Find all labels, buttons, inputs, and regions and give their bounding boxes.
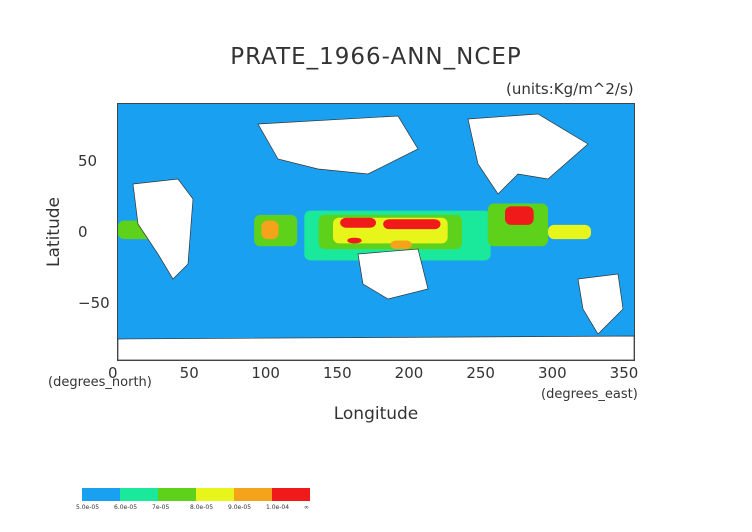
land-mass: [132, 178, 194, 280]
precip-region: [383, 219, 441, 230]
colorbar-swatch: [158, 488, 196, 501]
x-unit-label: (degrees_east): [541, 387, 638, 402]
colorbar-label: 8.0e-05: [190, 504, 214, 511]
x-tick-label: 0: [108, 364, 118, 382]
colorbar-swatch: [82, 488, 120, 501]
x-tick-label: 150: [323, 364, 352, 382]
colorbar-label: 5.0e-05: [76, 504, 100, 511]
colorbar-swatch: [196, 488, 234, 501]
land-mass: [577, 273, 624, 335]
precip-region: [505, 206, 534, 225]
chart-title: PRATE_1966-ANN_NCEP: [230, 44, 522, 70]
y-tick-label: −50: [78, 294, 110, 313]
map-svg: [118, 104, 634, 360]
x-tick-label: 100: [251, 364, 280, 382]
y-axis-label: Latitude: [44, 197, 64, 267]
colorbar: [82, 488, 310, 501]
x-axis-label: Longitude: [333, 404, 419, 424]
colorbar-label: ∞: [304, 504, 309, 511]
y-tick-label: 0: [78, 223, 88, 241]
precipitation-map: [117, 103, 635, 361]
colorbar-swatch: [272, 488, 310, 501]
colorbar-label: 6.0e-05: [114, 504, 138, 511]
units-label: (units:Kg/m^2/s): [506, 80, 634, 98]
precip-region: [261, 220, 279, 240]
colorbar-label: 1.0e-04: [266, 504, 290, 511]
x-tick-label: 300: [538, 364, 567, 382]
x-tick-label: 200: [394, 364, 424, 382]
precip-region: [347, 237, 362, 244]
colorbar-label: 7e-05: [152, 504, 170, 511]
colorbar-label: 9.0e-05: [228, 504, 252, 511]
precip-region: [390, 240, 412, 250]
precip-region: [340, 217, 376, 228]
y-unit-label: (degrees_north): [48, 375, 152, 390]
y-tick-label: 50: [78, 151, 98, 170]
x-tick-label: 350: [609, 364, 639, 382]
x-tick-label: 50: [179, 364, 199, 382]
colorbar-swatch: [120, 488, 158, 501]
land-mass: [467, 113, 589, 195]
precip-region: [548, 224, 591, 240]
land-mass: [257, 115, 419, 175]
x-tick-label: 250: [466, 364, 495, 382]
land-mass: [357, 248, 429, 300]
colorbar-swatch: [234, 488, 272, 501]
land-mass: [118, 335, 634, 360]
